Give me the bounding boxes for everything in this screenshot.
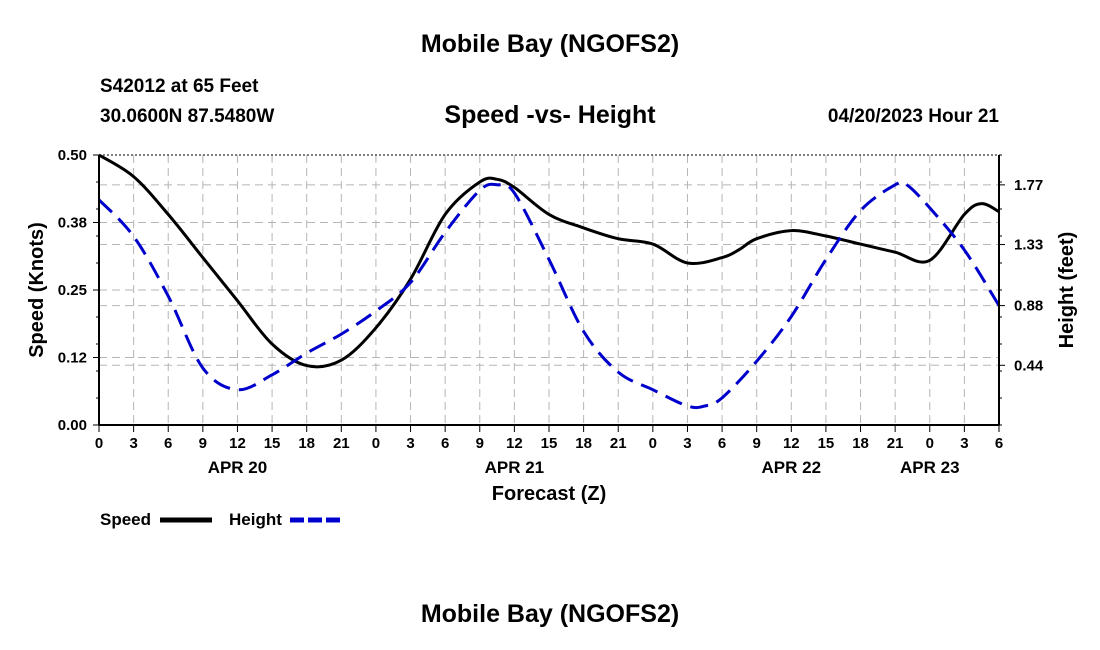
x-tick-label: 9 bbox=[753, 435, 761, 452]
x-tick-label: 3 bbox=[960, 435, 968, 452]
x-tick-label: 3 bbox=[129, 435, 137, 452]
legend-label-speed: Speed bbox=[100, 510, 151, 529]
x-tick-label: 12 bbox=[783, 435, 800, 452]
x-tick-label: 15 bbox=[818, 435, 835, 452]
series-lines bbox=[97, 153, 1001, 410]
x-tick-label: 6 bbox=[995, 435, 1003, 452]
x-tick-label: 3 bbox=[406, 435, 414, 452]
date-label: APR 22 bbox=[762, 458, 822, 477]
grid bbox=[99, 155, 999, 425]
x-tick-label: 15 bbox=[541, 435, 558, 452]
y-right-tick-label: 0.44 bbox=[1014, 357, 1044, 374]
x-tick-label: 0 bbox=[926, 435, 934, 452]
x-tick-label: 21 bbox=[610, 435, 627, 452]
date-label: APR 23 bbox=[900, 458, 960, 477]
y-right-tick-label: 1.33 bbox=[1014, 237, 1043, 254]
x-tick-label: 6 bbox=[441, 435, 449, 452]
y-right-axis-title: Height (feet) bbox=[1056, 232, 1078, 349]
x-tick-label: 18 bbox=[298, 435, 315, 452]
y-left-tick-label: 0.00 bbox=[58, 417, 87, 434]
station-label: S42012 at 65 Feet bbox=[100, 76, 259, 97]
x-tick-label: 3 bbox=[683, 435, 691, 452]
y-left-tick-label: 0.38 bbox=[58, 215, 87, 232]
x-tick-label: 21 bbox=[887, 435, 904, 452]
speed-series-line bbox=[98, 153, 1000, 369]
x-tick-label: 9 bbox=[199, 435, 207, 452]
x-tick-label: 15 bbox=[264, 435, 281, 452]
x-tick-label: 0 bbox=[372, 435, 380, 452]
legend: Speed Height bbox=[100, 510, 342, 529]
date-label: APR 20 bbox=[208, 458, 268, 477]
y-left-tick-label: 0.12 bbox=[58, 350, 87, 367]
legend-label-height: Height bbox=[229, 510, 282, 529]
y-right-tick-label: 0.88 bbox=[1014, 298, 1043, 315]
x-tick-label: 12 bbox=[229, 435, 246, 452]
chart-subtitle: Speed -vs- Height bbox=[444, 101, 656, 129]
x-tick-label: 12 bbox=[506, 435, 523, 452]
axis-labels: 0 3 6 9 12 15 18 21 0 3 6 9 12 15 18 21 0 3 6 9 12 15 18 21 0 3 6 0… bbox=[26, 147, 1078, 505]
x-tick-label: 21 bbox=[333, 435, 350, 452]
chart-title: Mobile Bay (NGOFS2) bbox=[420, 30, 680, 58]
chart-title-repeat: Mobile Bay (NGOFS2) bbox=[420, 600, 680, 628]
x-tick-label: 18 bbox=[852, 435, 869, 452]
y-right-tick-label: 1.77 bbox=[1014, 177, 1043, 194]
y-left-axis-title: Speed (Knots) bbox=[26, 222, 48, 358]
height-series-line bbox=[97, 180, 1001, 410]
y-left-tick-label: 0.25 bbox=[58, 282, 87, 299]
axes bbox=[93, 154, 1005, 432]
x-tick-label: 9 bbox=[476, 435, 484, 452]
x-axis-title: Forecast (Z) bbox=[492, 483, 606, 505]
x-tick-label: 0 bbox=[649, 435, 657, 452]
x-tick-label: 18 bbox=[575, 435, 592, 452]
forecast-datetime: 04/20/2023 Hour 21 bbox=[827, 106, 999, 127]
x-tick-label: 6 bbox=[164, 435, 172, 452]
station-coordinates: 30.0600N 87.5480W bbox=[100, 106, 275, 127]
x-tick-label: 6 bbox=[718, 435, 726, 452]
x-tick-label: 0 bbox=[95, 435, 103, 452]
date-label: APR 21 bbox=[485, 458, 545, 477]
y-left-tick-label: 0.50 bbox=[58, 147, 87, 164]
